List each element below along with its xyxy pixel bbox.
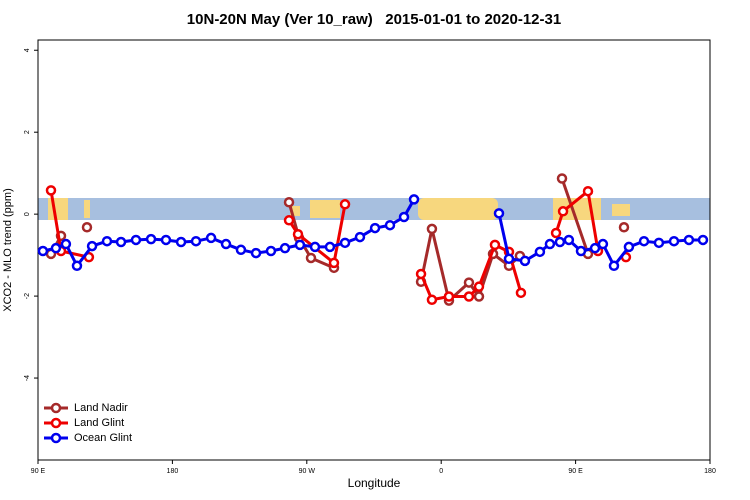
data-point: [463, 291, 475, 302]
data-point: [205, 232, 217, 244]
data-point: [550, 227, 562, 239]
data-point: [384, 219, 396, 231]
data-point: [328, 257, 340, 269]
x-tick-label: 90 E: [31, 468, 46, 475]
data-point: [37, 245, 49, 257]
data-point: [638, 235, 650, 247]
legend-marker: [50, 402, 62, 414]
data-point: [589, 242, 601, 254]
legend-label: Ocean Glint: [74, 432, 132, 444]
data-point: [408, 194, 420, 205]
y-axis-label: XCO2 - MLO trend (ppm): [2, 188, 14, 311]
data-point: [623, 241, 635, 253]
data-point: [60, 238, 72, 250]
data-point: [101, 235, 113, 247]
data-point: [668, 235, 680, 247]
data-point: [515, 287, 527, 299]
data-point: [557, 206, 569, 217]
x-tick-label: 180: [704, 468, 716, 475]
data-point: [575, 245, 587, 257]
data-point: [130, 234, 142, 246]
data-point: [324, 241, 336, 253]
x-tick-label: 0: [439, 468, 443, 475]
data-point: [582, 185, 594, 197]
data-point: [608, 260, 620, 272]
data-point: [339, 199, 351, 210]
chart-title: 10N-20N May (Ver 10_raw) 2015-01-01 to 2…: [187, 11, 561, 28]
data-point: [339, 237, 351, 249]
data-point: [115, 236, 127, 248]
data-point: [160, 234, 172, 246]
x-tick-label: 180: [167, 468, 179, 475]
data-point: [220, 238, 232, 250]
data-point: [305, 252, 317, 264]
land-patch: [310, 200, 340, 218]
data-point: [473, 291, 485, 302]
legend-label: Land Nadir: [74, 402, 128, 414]
data-point: [292, 228, 304, 240]
data-point: [519, 255, 531, 267]
land-patch: [48, 198, 68, 220]
land-patch: [612, 204, 630, 216]
data-point: [493, 208, 505, 219]
data-point: [279, 242, 291, 254]
data-point: [443, 291, 455, 302]
data-point: [250, 247, 262, 259]
data-point: [534, 246, 546, 258]
data-point: [369, 222, 381, 234]
data-point: [473, 281, 485, 292]
y-tick-label: 2: [24, 130, 31, 134]
data-point: [354, 231, 366, 243]
land-patch: [290, 206, 300, 216]
data-point: [50, 242, 62, 254]
data-point: [283, 197, 295, 208]
data-point: [265, 245, 277, 257]
y-tick-label: 0: [24, 212, 31, 216]
y-tick-label: -2: [24, 293, 31, 299]
data-point: [309, 241, 321, 253]
ocean-band: [38, 198, 710, 220]
legend-label: Land Glint: [74, 417, 124, 429]
land-patch: [84, 200, 90, 218]
data-point: [426, 294, 438, 306]
data-point: [503, 253, 515, 265]
data-point: [45, 185, 57, 196]
y-tick-label: 4: [24, 48, 31, 52]
map-strip: [38, 198, 710, 220]
data-point: [426, 223, 438, 235]
data-point: [697, 234, 709, 246]
data-point: [683, 234, 695, 246]
x-tick-label: 90 E: [568, 468, 583, 475]
data-point: [145, 233, 157, 245]
data-point: [563, 234, 575, 246]
data-point: [489, 239, 501, 251]
data-point: [554, 236, 566, 248]
data-point: [398, 211, 410, 223]
data-point: [415, 268, 427, 280]
data-point: [463, 277, 475, 288]
x-tick-label: 90 W: [299, 468, 316, 475]
legend-marker: [50, 417, 62, 429]
data-point: [544, 238, 556, 250]
data-point: [618, 222, 630, 233]
data-point: [86, 240, 98, 252]
data-point: [71, 260, 83, 272]
data-point: [556, 173, 568, 184]
data-point: [653, 237, 665, 249]
x-axis-label: Longitude: [348, 476, 401, 490]
data-point: [597, 238, 609, 250]
data-point: [190, 235, 202, 247]
data-point: [283, 215, 295, 226]
legend-marker: [50, 432, 62, 444]
data-point: [294, 239, 306, 251]
data-point: [235, 244, 247, 256]
land-patch: [418, 198, 498, 220]
y-tick-label: -4: [24, 375, 31, 381]
data-point: [81, 222, 93, 233]
data-point: [175, 236, 187, 248]
